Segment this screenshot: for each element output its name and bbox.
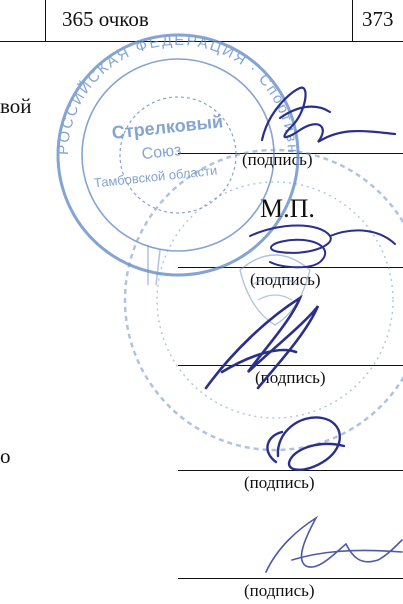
score-cell: 365 очков <box>62 7 149 31</box>
score-cell: 373 <box>362 7 394 31</box>
cut-off-text: о <box>0 444 11 468</box>
score-table-row: 365 очков 373 <box>0 0 403 42</box>
stamp-center-line: Стрелковый <box>111 111 224 143</box>
signature-caption: (подпись) <box>244 581 315 600</box>
table-divider <box>45 0 46 42</box>
stamp-center-line: Тамбовской области <box>93 163 218 191</box>
table-divider <box>352 0 353 42</box>
cut-off-text: вой <box>0 94 32 118</box>
signature-line <box>178 578 403 579</box>
handwritten-signature <box>249 224 396 269</box>
signature-caption: (подпись) <box>242 150 313 169</box>
handwritten-signature <box>260 86 397 143</box>
signature-caption: (подпись) <box>244 473 315 492</box>
signature-caption: (подпись) <box>250 270 321 289</box>
signature-line <box>178 267 403 268</box>
stamp-place-label: М.П. <box>260 194 315 223</box>
signature-caption: (подпись) <box>255 368 326 387</box>
handwritten-signature <box>266 416 346 471</box>
handwritten-signature <box>265 515 403 573</box>
table-bottom-border <box>0 41 403 42</box>
signature-line <box>178 470 403 471</box>
signature-line <box>178 365 403 366</box>
stamp-center-line: Союз <box>141 142 182 163</box>
